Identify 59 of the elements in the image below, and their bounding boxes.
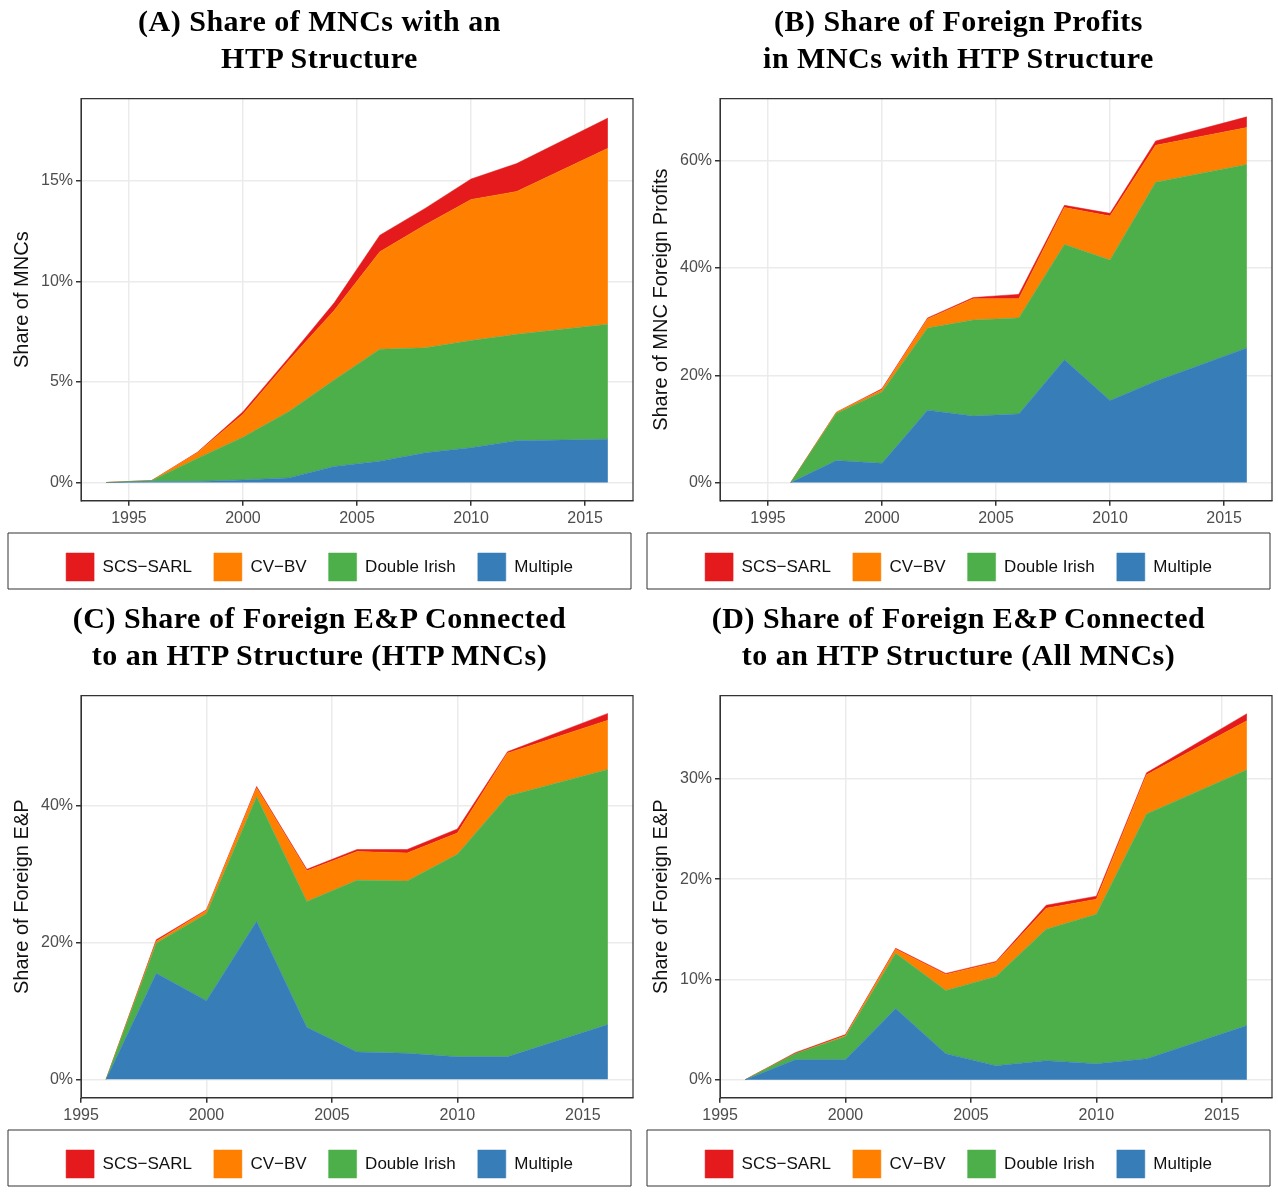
x-tick-label: 1995 <box>702 1105 738 1123</box>
y-tick-label: 40% <box>40 796 74 814</box>
legend-label: CV−BV <box>250 556 308 576</box>
x-tick-label: 2005 <box>314 1105 350 1123</box>
legend-label: SCS−SARL <box>741 1153 831 1173</box>
legend-label: Double Irish <box>1004 556 1095 576</box>
x-tick-label: 2010 <box>1078 1105 1115 1123</box>
y-axis-title: Share of Foreign E&P <box>648 799 671 994</box>
legend-label: Multiple <box>1153 556 1212 576</box>
x-tick-label: 2000 <box>827 1105 864 1123</box>
y-tick-label: 20% <box>40 932 74 950</box>
legend-label: SCS−SARL <box>102 1153 192 1173</box>
chart-title: (B) Share of Foreign Profits in MNCs with HTP Structure <box>762 3 1155 76</box>
y-tick-label: 0% <box>49 472 74 490</box>
y-axis-title: Share of MNC Foreign Profits <box>648 168 671 431</box>
legend-label: Double Irish <box>1004 1153 1095 1173</box>
x-tick-label: 1995 <box>750 508 786 526</box>
y-tick-label: 10% <box>40 271 74 289</box>
y-tick-label: 0% <box>688 472 713 490</box>
y-axis-title: Share of MNCs <box>9 231 32 369</box>
legend-label: SCS−SARL <box>102 556 192 576</box>
y-tick-label: 60% <box>679 151 713 169</box>
y-tick-label: 0% <box>49 1069 74 1087</box>
y-tick-label: 5% <box>49 372 74 390</box>
legend-label: SCS−SARL <box>741 556 831 576</box>
legend-label: Multiple <box>514 556 573 576</box>
chart-title: (D) Share of Foreign E&P Connected to an HTP Structure (All MNCs) <box>710 600 1207 673</box>
x-tick-label: 2005 <box>953 1105 989 1123</box>
x-tick-label: 2010 <box>1092 508 1128 526</box>
legend-label: Multiple <box>514 1153 573 1173</box>
y-tick-label: 20% <box>679 365 713 383</box>
x-tick-label: 2015 <box>567 508 603 526</box>
x-tick-label: 1995 <box>111 508 147 526</box>
y-tick-label: 30% <box>679 769 713 787</box>
x-tick-label: 2015 <box>1204 1105 1240 1123</box>
x-tick-label: 2005 <box>339 508 375 526</box>
legend-label: CV−BV <box>889 556 947 576</box>
x-tick-label: 2015 <box>565 1105 601 1123</box>
y-tick-label: 20% <box>679 869 713 887</box>
x-tick-label: 2010 <box>453 508 489 526</box>
y-axis-title: Share of Foreign E&P <box>9 799 32 994</box>
chart-title: (A) Share of MNCs with an HTP Structure <box>137 3 502 76</box>
y-tick-label: 40% <box>679 258 713 276</box>
legend-label: Double Irish <box>365 1153 456 1173</box>
y-tick-label: 10% <box>679 969 713 987</box>
x-tick-label: 2000 <box>864 508 900 526</box>
legend-label: Multiple <box>1153 1153 1212 1173</box>
x-tick-label: 2015 <box>1206 508 1242 526</box>
x-tick-label: 2010 <box>439 1105 476 1123</box>
legend-label: CV−BV <box>250 1153 308 1173</box>
x-tick-label: 2000 <box>225 508 261 526</box>
y-tick-label: 0% <box>688 1070 713 1088</box>
legend-label: Double Irish <box>365 556 456 576</box>
chart-title: (C) Share of Foreign E&P Connected to an HTP Structure (HTP MNCs) <box>71 600 568 673</box>
y-tick-label: 15% <box>40 171 74 189</box>
x-tick-label: 2000 <box>188 1105 225 1123</box>
legend-label: CV−BV <box>889 1153 947 1173</box>
x-tick-label: 2005 <box>978 508 1014 526</box>
x-tick-label: 1995 <box>63 1105 99 1123</box>
